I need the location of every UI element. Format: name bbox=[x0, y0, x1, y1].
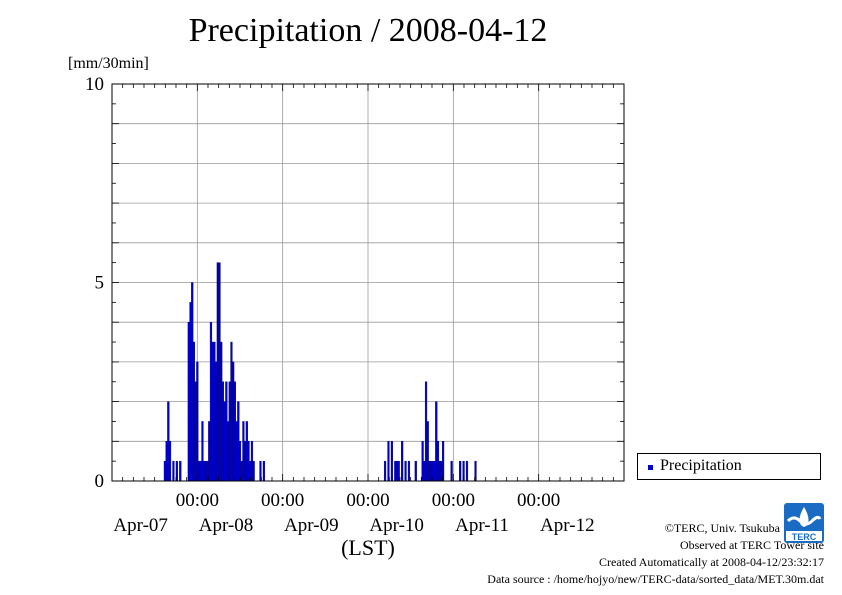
precipitation-bar bbox=[404, 460, 407, 482]
precipitation-bar bbox=[220, 341, 223, 482]
precipitation-bar bbox=[213, 341, 216, 482]
x-date-label: Apr-07 bbox=[113, 515, 168, 536]
precipitation-bar bbox=[423, 460, 426, 482]
precipitation-bar bbox=[230, 341, 233, 482]
x-time-label: 00:00 bbox=[517, 490, 560, 511]
legend-swatch-precipitation bbox=[648, 465, 653, 470]
grid-lines bbox=[112, 84, 624, 481]
precipitation-bar bbox=[240, 460, 243, 482]
precipitation-bar bbox=[424, 381, 428, 482]
precipitation-bar bbox=[167, 401, 170, 482]
precipitation-bar bbox=[228, 381, 231, 482]
precipitation-bar bbox=[401, 441, 404, 482]
precipitation-bar bbox=[390, 441, 393, 482]
terc-logo: TERC bbox=[784, 503, 824, 543]
precipitation-bar bbox=[208, 421, 211, 482]
x-date-label: Apr-10 bbox=[369, 515, 424, 536]
x-time-label: 00:00 bbox=[346, 490, 389, 511]
creation-timestamp: Created Automatically at 2008-04-12/23:3… bbox=[599, 555, 824, 569]
precipitation-bar bbox=[250, 441, 254, 482]
precipitation-bar bbox=[235, 421, 238, 482]
precipitation-bar bbox=[209, 322, 213, 482]
y-axis-unit: [mm/30min] bbox=[68, 55, 149, 72]
precipitation-bar bbox=[233, 381, 236, 482]
precipitation-bar bbox=[394, 460, 397, 482]
precipitation-bar bbox=[438, 460, 441, 482]
y-tick-label: 5 bbox=[95, 273, 105, 294]
precipitation-bar bbox=[252, 460, 255, 482]
y-tick-label: 10 bbox=[85, 74, 104, 95]
precipitation-bar bbox=[204, 460, 207, 482]
x-date-label: Apr-08 bbox=[199, 515, 254, 536]
axis-ticks bbox=[111, 83, 625, 482]
precipitation-bar bbox=[440, 460, 443, 482]
precipitation-bar bbox=[197, 460, 201, 482]
data-source-path: Data source : /home/hojyo/new/TERC-data/… bbox=[487, 572, 824, 586]
precipitation-bars bbox=[163, 262, 477, 482]
precipitation-bar bbox=[218, 262, 221, 482]
precipitation-bar bbox=[168, 441, 172, 482]
x-time-label: 00:00 bbox=[176, 490, 219, 511]
legend-label-precipitation: Precipitation bbox=[660, 457, 742, 474]
precipitation-bar bbox=[199, 460, 202, 482]
y-tick-label: 0 bbox=[95, 471, 105, 492]
precipitation-bar bbox=[203, 460, 206, 482]
x-date-label: Apr-11 bbox=[455, 515, 509, 536]
precipitation-bar bbox=[459, 460, 462, 482]
legend: Precipitation bbox=[637, 453, 821, 480]
precipitation-bar bbox=[442, 441, 445, 482]
precipitation-bar bbox=[223, 401, 226, 482]
precipitation-bar bbox=[245, 421, 248, 482]
precipitation-bar bbox=[194, 381, 197, 482]
precipitation-bar bbox=[387, 441, 390, 482]
precipitation-bar bbox=[465, 460, 469, 482]
axis-labels: 0 5 10 00:00 00:00 00:00 00:00 00:00 Apr-07 Apr-0… bbox=[85, 74, 595, 560]
x-date-label: Apr-09 bbox=[284, 515, 339, 536]
x-axis-label: (LST) bbox=[341, 535, 395, 560]
chart-title: Precipitation / 2008-04-12 bbox=[188, 12, 548, 49]
precipitation-bar bbox=[383, 460, 387, 482]
precipitation-bar bbox=[397, 460, 400, 482]
x-time-label: 00:00 bbox=[261, 490, 304, 511]
precipitation-bar bbox=[238, 441, 242, 482]
precipitation-bar bbox=[428, 460, 431, 482]
copyright-credit: ©TERC, Univ. Tsukuba bbox=[664, 521, 780, 535]
x-date-label: Apr-12 bbox=[540, 515, 595, 536]
precipitation-bar bbox=[407, 460, 411, 482]
precipitation-bar bbox=[187, 322, 190, 482]
svg-text:TERC: TERC bbox=[792, 532, 817, 542]
precipitation-bar bbox=[433, 460, 436, 482]
precipitation-bar bbox=[262, 460, 265, 482]
precipitation-bar bbox=[215, 361, 218, 482]
precipitation-bar bbox=[172, 460, 175, 482]
precipitation-bar bbox=[192, 341, 195, 482]
precipitation-bar bbox=[450, 460, 453, 482]
precipitation-bar bbox=[435, 401, 438, 482]
precipitation-bar bbox=[225, 381, 228, 482]
precipitation-bar bbox=[189, 302, 192, 482]
precipitation-bar bbox=[244, 441, 247, 482]
precipitation-bar bbox=[414, 460, 417, 482]
x-time-label: 00:00 bbox=[432, 490, 475, 511]
precipitation-bar bbox=[179, 460, 182, 482]
